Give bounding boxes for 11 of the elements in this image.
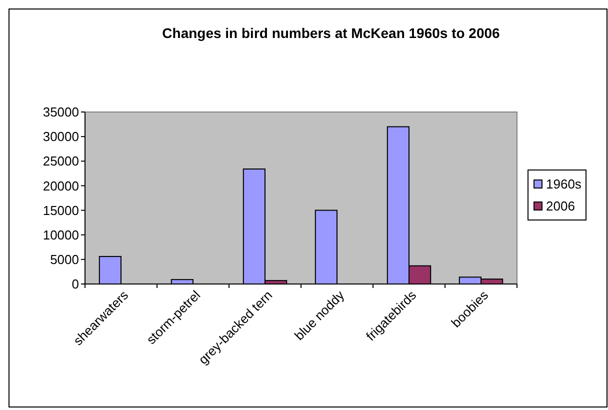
y-tick-label: 15000 — [42, 202, 79, 218]
legend-label: 2006 — [546, 198, 575, 214]
y-tick-label: 0 — [72, 276, 79, 292]
legend-label: 1960s — [546, 176, 582, 192]
y-tick-label: 10000 — [42, 227, 79, 242]
y-tick-label: 20000 — [42, 178, 79, 194]
y-tick-label: 30000 — [42, 129, 79, 144]
y-tick-label: 5000 — [50, 252, 79, 267]
chart-title: Changes in bird numbers at McKean 1960s to 2006 — [162, 25, 500, 41]
y-tick-label: 35000 — [42, 104, 79, 120]
y-tick-label: 25000 — [42, 154, 79, 169]
